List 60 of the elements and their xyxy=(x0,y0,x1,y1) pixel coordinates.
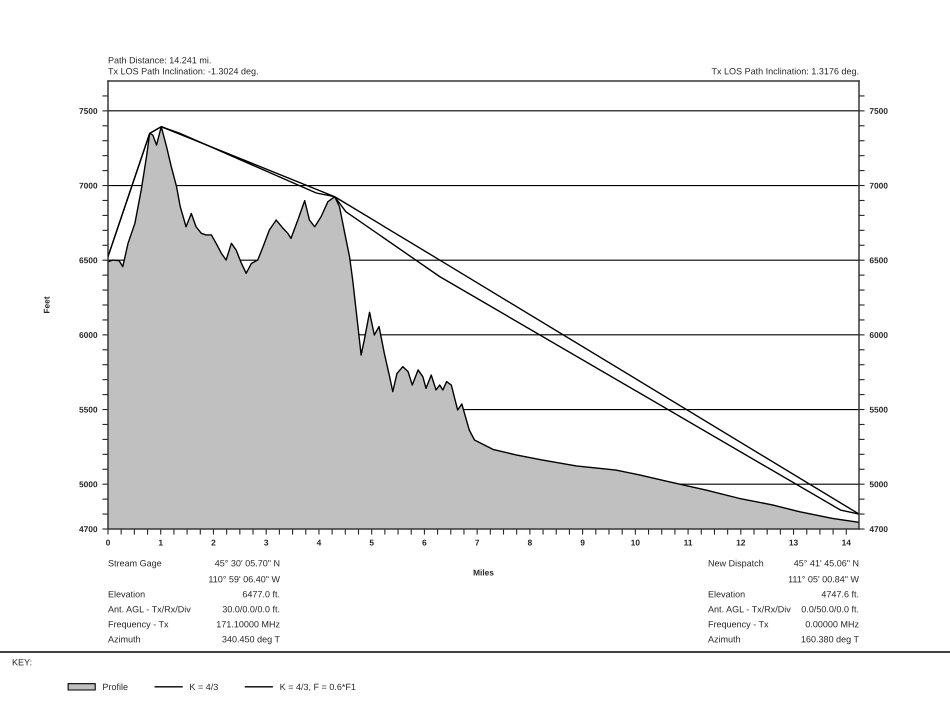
text: Tx LOS Path Inclination: 1.3176 deg. xyxy=(712,68,858,76)
text: Elevation xyxy=(708,590,745,598)
x-tick-label: 4 xyxy=(316,540,322,546)
x-tick-label: 1 xyxy=(158,540,163,546)
text: 45° 30' 05.70" N xyxy=(214,560,280,566)
y2-tick-label: 7000 xyxy=(870,182,888,189)
text: 171.10000 MHz xyxy=(216,621,280,628)
text: 30.0/0.0/0.0 ft. xyxy=(222,606,280,612)
x-axis-title: Miles xyxy=(474,569,494,576)
y-axis-title: Feet xyxy=(44,296,50,314)
x-tick-label: 2 xyxy=(211,540,216,546)
x-tick-label: 10 xyxy=(631,540,640,546)
text: 45° 41' 45.06" N xyxy=(794,560,858,566)
x-tick-label: 7 xyxy=(475,540,480,546)
text: Path Distance: 14.241 mi. xyxy=(108,56,211,64)
x-tick-label: 6 xyxy=(422,540,426,546)
y-tick-label: 7500 xyxy=(79,108,98,114)
text: Azimuth xyxy=(108,636,140,642)
y2-tick-label: 4700 xyxy=(870,526,888,532)
text: Ant. AGL - Tx/Rx/Div xyxy=(708,606,791,612)
x-tick-label: 14 xyxy=(842,540,851,546)
x-tick-label: 9 xyxy=(580,540,585,546)
x-tick-label: 3 xyxy=(264,540,268,546)
text: KEY: xyxy=(12,659,32,666)
x-tick-label: 12 xyxy=(736,540,746,546)
y-tick-label: 5500 xyxy=(79,406,98,413)
legend-label: K = 4/3 xyxy=(190,683,218,690)
text: Ant. AGL - Tx/Rx/Div xyxy=(108,606,191,612)
text: Azimuth xyxy=(708,636,740,642)
y2-tick-label: 5000 xyxy=(870,481,888,488)
text: Frequency - Tx xyxy=(108,621,168,630)
y-tick-label: 7000 xyxy=(79,182,98,189)
legend-label: K = 4/3, F = 0.6*F1 xyxy=(280,683,356,692)
text: New Dispatch xyxy=(708,560,764,568)
x-tick-label: 8 xyxy=(528,540,532,546)
text: 160.380 deg T xyxy=(802,636,859,644)
text: Frequency - Tx xyxy=(708,621,768,630)
y-tick-label: 4700 xyxy=(79,526,98,532)
text: Elevation xyxy=(108,590,145,598)
text: 0.0/50.0/0.0 ft. xyxy=(802,606,858,612)
y-tick-label: 6500 xyxy=(79,257,98,264)
y2-tick-label: 7500 xyxy=(870,108,888,114)
text: 340.450 deg T xyxy=(222,636,280,644)
y2-tick-label: 6000 xyxy=(870,332,888,338)
text: 6477.0 ft. xyxy=(242,590,280,598)
text: Stream Gage xyxy=(108,560,162,568)
text: 111° 05' 00.84" W xyxy=(788,576,859,582)
text: 4747.6 ft. xyxy=(822,590,858,598)
legend-label: Profile xyxy=(103,683,128,690)
x-tick-label: 11 xyxy=(684,540,692,546)
text: 0.00000 MHz xyxy=(806,621,859,628)
y2-tick-label: 6500 xyxy=(870,257,888,264)
text: Tx LOS Path Inclination: -1.3024 deg. xyxy=(108,68,258,76)
x-tick-label: 5 xyxy=(370,540,374,546)
y-tick-label: 5000 xyxy=(79,481,98,488)
x-tick-label: 13 xyxy=(789,540,798,546)
y2-tick-label: 5500 xyxy=(870,406,888,413)
y-tick-label: 6000 xyxy=(79,332,98,338)
text: 110° 59' 06.40" W xyxy=(209,576,280,582)
x-tick-label: 0 xyxy=(106,540,110,546)
